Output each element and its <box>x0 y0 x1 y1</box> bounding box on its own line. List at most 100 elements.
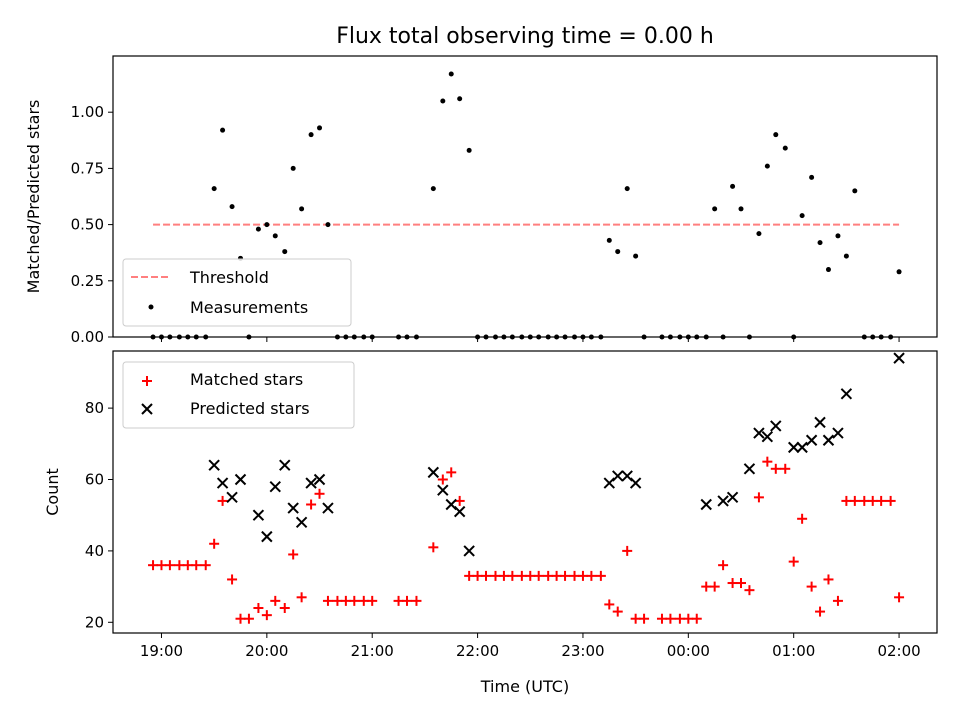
measurement-point <box>325 222 331 228</box>
legend-threshold-label: Threshold <box>189 268 269 287</box>
predicted-star-point <box>612 470 624 482</box>
measurement-point <box>299 206 305 212</box>
predicted-star-point <box>805 434 818 446</box>
measurement-point <box>229 204 235 210</box>
measurement-point <box>290 165 296 171</box>
predicted-star-point <box>814 416 826 429</box>
legend-measurements-swatch <box>148 304 154 310</box>
count-panel: 20 40 60 80 19:00 20:00 21:00 22:00 23:00 00:00 0… <box>43 350 938 696</box>
predicted-star-point <box>322 502 334 514</box>
measurement-point <box>615 249 621 255</box>
ratio-y-tick-label: 1.00 <box>71 103 104 121</box>
predicted-star-point <box>216 477 229 489</box>
legend-predicted-marker <box>141 403 153 415</box>
x-tick-label: 00:00 <box>667 642 710 660</box>
measurement-point <box>606 237 612 243</box>
legend-measurements-label: Measurements <box>190 298 308 317</box>
predicted-star-point <box>313 473 326 486</box>
measurement-point <box>430 186 436 192</box>
predicted-star-point <box>463 545 475 557</box>
measurement-point <box>308 132 314 138</box>
predicted-star-point <box>269 480 281 493</box>
predicted-star-point <box>208 459 220 471</box>
predicted-star-point <box>717 495 729 507</box>
legend-matched-label: Matched stars <box>190 370 303 389</box>
measurement-point <box>730 183 736 189</box>
predicted-star-point <box>437 484 449 496</box>
predicted-star-point <box>893 352 905 364</box>
ratio-panel: 0.00 0.25 0.50 0.75 1.00 Matched/Predicted s… <box>24 55 938 346</box>
count-y-tick-label: 40 <box>85 542 104 560</box>
measurement-point <box>255 226 261 232</box>
measurement-point <box>211 186 217 192</box>
predicted-star-point <box>753 427 765 439</box>
measurement-point <box>825 267 831 273</box>
predicted-star-point <box>840 388 853 400</box>
measurement-point <box>782 145 788 151</box>
ratio-y-ticks: 0.00 0.25 0.50 0.75 1.00 <box>71 103 113 346</box>
predicted-star-point <box>261 530 273 543</box>
measurement-point <box>843 253 849 259</box>
x-tick-label: 23:00 <box>561 642 604 660</box>
ratio-y-tick-label: 0.50 <box>71 216 104 234</box>
ratio-y-tick-label: 0.00 <box>71 328 104 346</box>
predicted-stars-points <box>208 352 905 557</box>
predicted-star-point <box>226 491 238 504</box>
measurement-point <box>896 269 902 275</box>
count-y-tick-label: 80 <box>85 399 104 417</box>
x-tick-label: 20:00 <box>245 642 288 660</box>
predicted-star-point <box>629 477 642 489</box>
predicted-star-point <box>700 498 712 511</box>
predicted-star-point <box>287 502 299 514</box>
predicted-star-point <box>743 463 756 475</box>
measurement-point <box>852 188 858 194</box>
predicted-star-point <box>295 516 308 529</box>
chart-title: Flux total observing time = 0.00 h <box>336 24 714 49</box>
legend-predicted-label: Predicted stars <box>190 399 310 418</box>
x-tick-label: 19:00 <box>140 642 183 660</box>
predicted-star-point <box>832 427 844 439</box>
measurement-point <box>809 174 815 180</box>
measurement-point <box>448 71 454 77</box>
x-axis-label: Time (UTC) <box>480 677 569 696</box>
predicted-star-point <box>427 466 440 479</box>
measurement-point <box>817 240 823 246</box>
ratio-y-tick-label: 0.75 <box>71 159 104 177</box>
measurement-point <box>282 249 288 255</box>
measurement-point <box>835 233 841 239</box>
count-y-tick-label: 60 <box>85 471 104 489</box>
ratio-legend: Threshold Measurements <box>122 258 352 327</box>
measurement-point <box>317 125 323 131</box>
count-y-ticks: 20 40 60 80 <box>85 399 113 631</box>
measurement-point <box>264 222 270 228</box>
predicted-star-point <box>445 498 457 511</box>
measurement-point <box>624 186 630 192</box>
measurement-point <box>799 213 805 219</box>
measurement-point <box>457 96 463 102</box>
x-tick-label: 21:00 <box>351 642 394 660</box>
predicted-star-point <box>787 441 800 454</box>
legend-matched-swatch <box>142 376 152 386</box>
legend-predicted-swatch <box>141 403 153 415</box>
predicted-star-point <box>796 441 808 454</box>
count-panel-frame <box>112 350 938 634</box>
ratio-x-ticks <box>160 337 900 342</box>
x-tick-label: 02:00 <box>877 642 920 660</box>
x-tick-label: 01:00 <box>772 642 815 660</box>
predicted-star-point <box>252 509 265 521</box>
ratio-legend-frame <box>122 258 352 327</box>
measurement-point <box>466 147 472 153</box>
predicted-star-point <box>770 420 782 432</box>
count-y-tick-label: 20 <box>85 613 104 631</box>
matched-stars-points <box>148 456 905 624</box>
count-legend: Matched stars Predicted stars <box>122 361 355 429</box>
ratio-y-tick-label: 0.25 <box>71 272 104 290</box>
predicted-star-point <box>726 491 739 504</box>
predicted-star-point <box>279 459 291 471</box>
predicted-star-point <box>234 473 247 486</box>
measurement-point <box>738 206 744 212</box>
ratio-panel-frame <box>112 55 938 338</box>
predicted-star-point <box>761 430 774 443</box>
